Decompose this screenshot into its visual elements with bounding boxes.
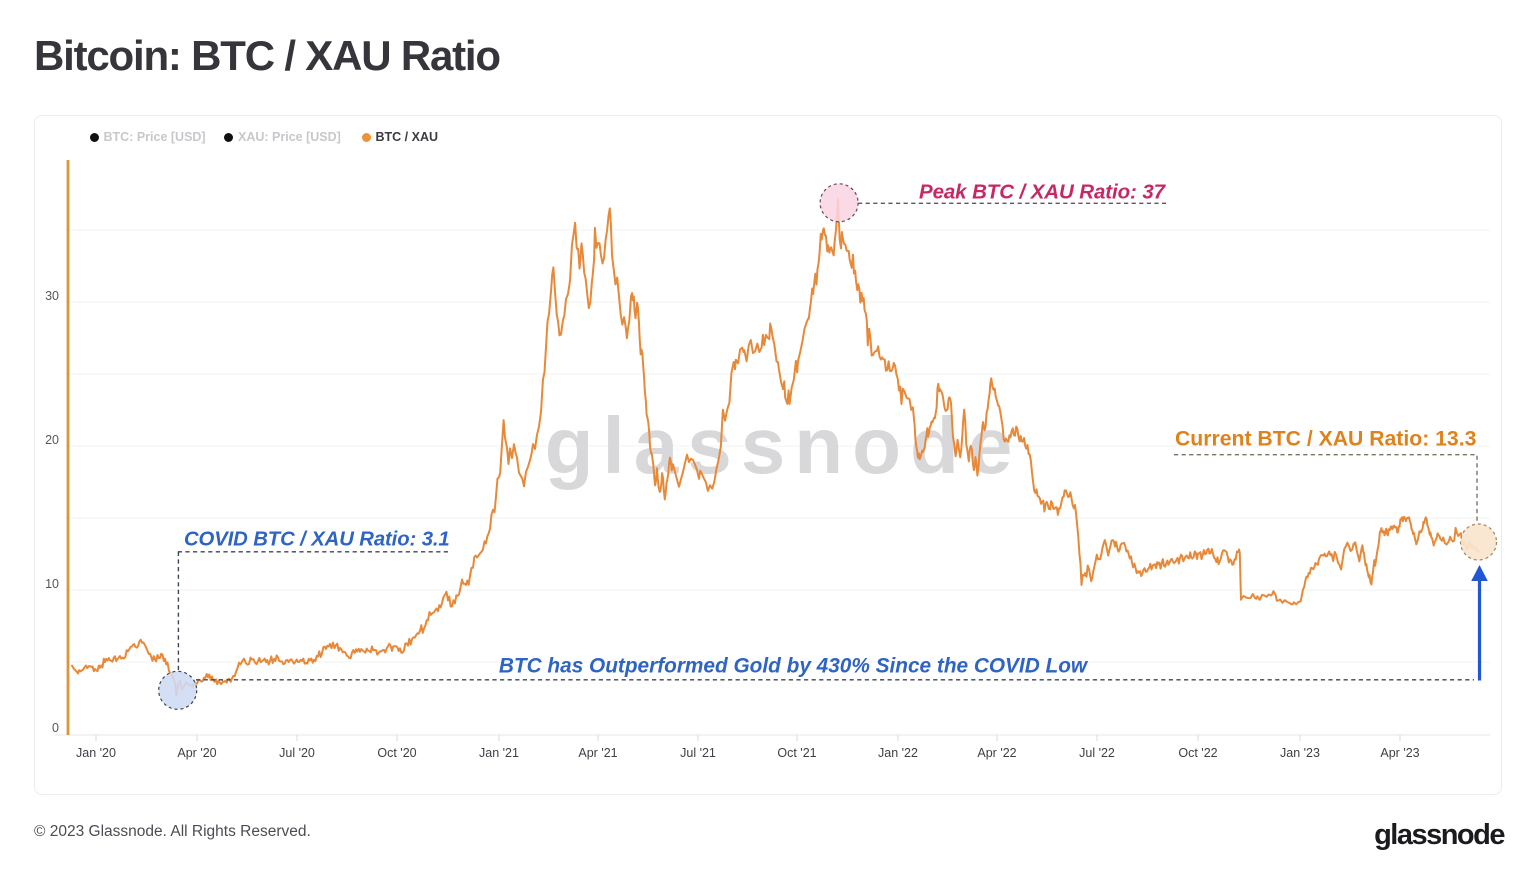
svg-text:Peak BTC / XAU Ratio: 37: Peak BTC / XAU Ratio: 37	[919, 181, 1167, 204]
svg-text:Apr '20: Apr '20	[177, 746, 216, 760]
svg-text:COVID BTC / XAU Ratio: 3.1: COVID BTC / XAU Ratio: 3.1	[184, 529, 450, 551]
svg-text:Jan '20: Jan '20	[76, 746, 116, 760]
svg-text:glassnode: glassnode	[545, 401, 1022, 490]
svg-text:Jan '21: Jan '21	[479, 746, 519, 760]
svg-text:Jul '21: Jul '21	[680, 746, 716, 760]
svg-text:Jul '20: Jul '20	[279, 746, 315, 760]
svg-text:BTC has Outperformed Gold by 4: BTC has Outperformed Gold by 430% Since …	[499, 655, 1089, 678]
svg-text:30: 30	[45, 289, 59, 303]
svg-text:Jul '22: Jul '22	[1079, 746, 1115, 760]
svg-text:10: 10	[45, 577, 59, 591]
svg-text:0: 0	[52, 721, 59, 735]
svg-text:Oct '20: Oct '20	[377, 746, 416, 760]
svg-text:20: 20	[45, 433, 59, 447]
svg-text:Jan '22: Jan '22	[878, 746, 918, 760]
svg-text:Current BTC / XAU Ratio: 13.3: Current BTC / XAU Ratio: 13.3	[1175, 428, 1477, 451]
svg-text:Oct '21: Oct '21	[777, 746, 816, 760]
svg-text:Jan '23: Jan '23	[1280, 746, 1320, 760]
svg-text:Apr '21: Apr '21	[578, 746, 617, 760]
svg-text:Apr '23: Apr '23	[1380, 746, 1419, 760]
svg-text:Apr '22: Apr '22	[977, 746, 1016, 760]
svg-text:Oct '22: Oct '22	[1178, 746, 1217, 760]
